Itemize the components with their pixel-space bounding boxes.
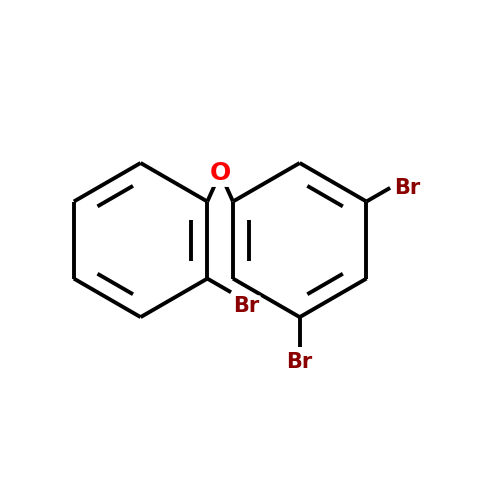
Text: O: O bbox=[210, 161, 231, 185]
Text: Br: Br bbox=[394, 178, 420, 198]
Text: Br: Br bbox=[234, 296, 260, 316]
Text: Br: Br bbox=[286, 352, 313, 372]
